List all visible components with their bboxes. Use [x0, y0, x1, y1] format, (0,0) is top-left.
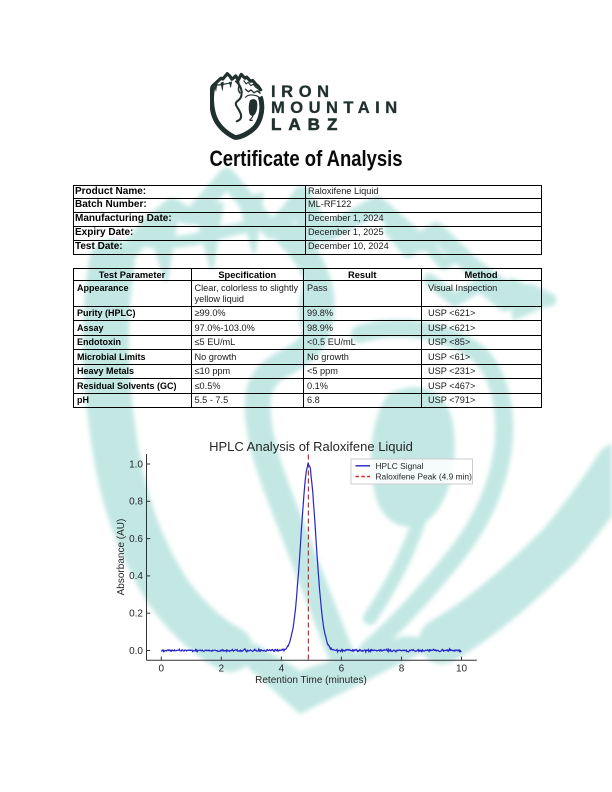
svg-text:8: 8: [399, 664, 405, 675]
svg-text:0.4: 0.4: [129, 571, 143, 582]
svg-text:0.6: 0.6: [129, 534, 143, 545]
svg-text:HPLC Signal: HPLC Signal: [376, 461, 424, 471]
svg-text:Absorbance (AU): Absorbance (AU): [116, 519, 127, 596]
svg-text:10: 10: [456, 664, 468, 675]
svg-text:4: 4: [279, 664, 285, 675]
svg-text:Retention Time (minutes): Retention Time (minutes): [255, 675, 367, 686]
svg-text:Raloxifene Peak (4.9 min): Raloxifene Peak (4.9 min): [376, 472, 473, 482]
svg-text:1.0: 1.0: [129, 459, 143, 470]
svg-text:HPLC Analysis of Raloxifene Li: HPLC Analysis of Raloxifene Liquid: [209, 439, 413, 454]
svg-text:0: 0: [159, 664, 165, 675]
svg-text:6: 6: [339, 664, 345, 675]
svg-text:2: 2: [219, 664, 225, 675]
svg-text:0.2: 0.2: [129, 609, 143, 620]
svg-text:0.8: 0.8: [129, 497, 143, 508]
svg-text:0.0: 0.0: [129, 646, 143, 657]
